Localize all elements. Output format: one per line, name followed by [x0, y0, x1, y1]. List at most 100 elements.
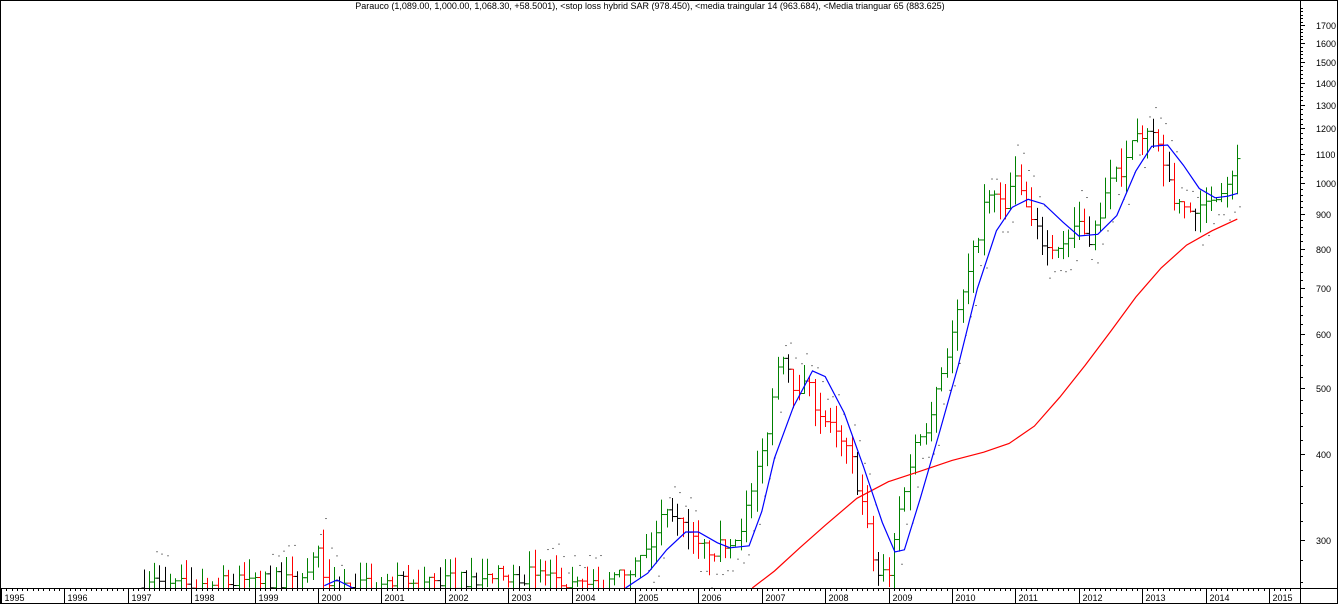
- sar-dot: [881, 598, 882, 599]
- sar-dot: [664, 558, 665, 559]
- sar-dot: [1003, 231, 1004, 232]
- y-tick-label: 1700: [1316, 21, 1336, 31]
- sar-dot: [670, 497, 671, 498]
- sar-dot: [929, 457, 930, 458]
- sar-dot: [1235, 212, 1236, 213]
- sar-dot: [432, 600, 433, 601]
- sar-dot: [590, 555, 591, 556]
- sar-dot: [553, 548, 554, 549]
- sar-dot: [369, 601, 370, 602]
- sar-dot: [627, 602, 628, 603]
- sar-dot: [622, 590, 623, 591]
- x-tick-label: 2004: [576, 593, 596, 603]
- y-tick-label: 1000: [1316, 179, 1336, 189]
- sar-dot: [902, 564, 903, 565]
- x-tick-label: 2002: [449, 593, 469, 603]
- sar-dot: [279, 555, 280, 556]
- sar-dot: [332, 548, 333, 549]
- x-tick-label: 2013: [1146, 593, 1166, 603]
- sar-dot: [1187, 190, 1188, 191]
- sar-dot: [1193, 191, 1194, 192]
- sar-dot: [310, 595, 311, 596]
- sar-dot: [1203, 245, 1204, 246]
- sar-dot: [691, 497, 692, 498]
- sar-dot: [1113, 221, 1114, 222]
- x-tick-label: 2012: [1083, 593, 1103, 603]
- chart-title: Parauco (1,089.00, 1,000.00, 1,068.30, +…: [0, 1, 1300, 11]
- sar-dot: [1198, 197, 1199, 198]
- sar-dot: [495, 596, 496, 597]
- sar-dot: [580, 565, 581, 566]
- sar-dot: [1034, 176, 1035, 177]
- sar-dot: [548, 549, 549, 550]
- sar-dot: [638, 589, 639, 590]
- sar-dot: [1156, 107, 1157, 108]
- sar-dot: [157, 551, 158, 552]
- sar-dot: [860, 440, 861, 441]
- sar-dot: [1119, 194, 1120, 195]
- sar-dot: [749, 554, 750, 555]
- fast-moving-average-line: [626, 145, 1238, 588]
- sar-dot: [886, 594, 887, 595]
- sar-dot: [807, 353, 808, 354]
- sar-dot: [686, 506, 687, 507]
- sar-dot: [960, 363, 961, 364]
- sar-dot: [1013, 222, 1014, 223]
- sar-dot: [833, 396, 834, 397]
- sar-dot: [802, 363, 803, 364]
- y-tick-label: 1100: [1316, 150, 1335, 160]
- sar-dot: [321, 534, 322, 535]
- sar-dot: [786, 345, 787, 346]
- sar-dot: [543, 595, 544, 596]
- sar-dot: [559, 544, 560, 545]
- sar-dot: [823, 381, 824, 382]
- sar-dot: [707, 571, 708, 572]
- sar-dot: [490, 599, 491, 600]
- sar-dot: [950, 390, 951, 391]
- sar-dot: [295, 545, 296, 546]
- sar-dot: [316, 592, 317, 593]
- sar-dot: [654, 582, 655, 583]
- y-tick-label: 400: [1316, 450, 1331, 460]
- fast-moving-average-line: [324, 580, 353, 588]
- sar-dot: [1230, 220, 1231, 221]
- sar-dot: [1087, 197, 1088, 198]
- sar-dot: [1108, 230, 1109, 231]
- x-tick-label: 1999: [259, 593, 279, 603]
- x-tick-label: 2003: [512, 593, 532, 603]
- x-tick-label: 1995: [5, 593, 25, 603]
- sar-dot: [1092, 259, 1093, 260]
- y-tick-label: 600: [1316, 330, 1331, 340]
- sar-dot: [733, 570, 734, 571]
- sar-dot: [939, 445, 940, 446]
- sar-dot: [1161, 118, 1162, 119]
- sar-dot: [1177, 151, 1178, 152]
- sar-dot: [1008, 232, 1009, 233]
- sar-dot: [981, 265, 982, 266]
- sar-dot: [781, 412, 782, 413]
- y-tick-label: 1500: [1316, 58, 1336, 68]
- sar-dot: [585, 567, 586, 568]
- sar-dot: [168, 555, 169, 556]
- sar-dot: [342, 565, 343, 566]
- sar-dot: [828, 399, 829, 400]
- sar-dot: [1209, 235, 1210, 236]
- sar-dot: [992, 179, 993, 180]
- sar-dot: [1140, 155, 1141, 156]
- sar-dot: [955, 385, 956, 386]
- y-tick-label: 1600: [1316, 39, 1336, 49]
- sar-dot: [326, 518, 327, 519]
- sar-dot: [976, 305, 977, 306]
- sar-dot: [1172, 140, 1173, 141]
- y-tick-label: 300: [1316, 536, 1331, 546]
- y-tick-label: 1400: [1316, 79, 1336, 89]
- sar-dot: [1061, 270, 1062, 271]
- sar-dot: [1029, 170, 1030, 171]
- sar-dot: [907, 524, 908, 525]
- x-tick-label: 2005: [639, 593, 659, 603]
- sar-dot: [1214, 223, 1215, 224]
- sar-dot: [1040, 196, 1041, 197]
- sar-dot: [273, 554, 274, 555]
